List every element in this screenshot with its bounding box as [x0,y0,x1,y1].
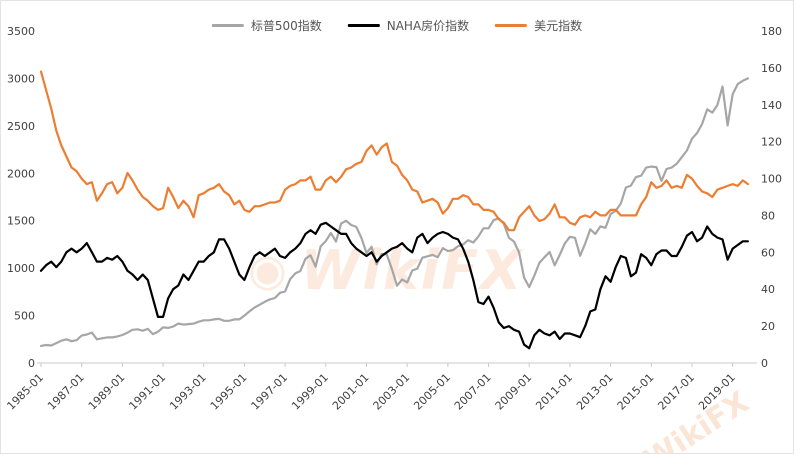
svg-text:180: 180 [761,25,782,38]
svg-text:2013-01: 2013-01 [574,371,616,413]
svg-text:1987-01: 1987-01 [45,371,87,413]
svg-text:2011-01: 2011-01 [533,371,575,413]
svg-text:2007-01: 2007-01 [452,371,494,413]
svg-text:500: 500 [14,310,35,323]
legend-item-usd: 美元指数 [495,17,582,34]
svg-text:160: 160 [761,62,782,75]
svg-text:80: 80 [761,209,775,222]
legend-label-sp500: 标普500指数 [250,19,322,33]
svg-text:1991-01: 1991-01 [126,371,168,413]
svg-text:0: 0 [28,357,35,370]
svg-text:120: 120 [761,136,782,149]
svg-text:2000: 2000 [7,167,35,180]
svg-text:1995-01: 1995-01 [208,371,250,413]
svg-text:2017-01: 2017-01 [655,371,697,413]
svg-text:2001-01: 2001-01 [330,371,372,413]
svg-text:3500: 3500 [7,25,35,38]
svg-text:1985-01: 1985-01 [4,371,46,413]
svg-text:3000: 3000 [7,72,35,85]
svg-text:100: 100 [761,173,782,186]
svg-text:60: 60 [761,246,775,259]
svg-text:2009-01: 2009-01 [493,371,535,413]
svg-text:140: 140 [761,99,782,112]
svg-text:20: 20 [761,320,775,333]
legend: 标普500指数 NAHA房价指数 美元指数 [211,17,582,34]
svg-text:1997-01: 1997-01 [249,371,291,413]
svg-text:2005-01: 2005-01 [411,371,453,413]
svg-text:1000: 1000 [7,262,35,275]
svg-text:2019-01: 2019-01 [696,371,738,413]
legend-label-naha: NAHA房价指数 [386,19,470,33]
svg-text:2015-01: 2015-01 [615,371,657,413]
svg-text:0: 0 [761,357,768,370]
svg-text:40: 40 [761,283,775,296]
legend-label-usd: 美元指数 [534,19,583,33]
usd-line-swatch [495,24,528,27]
svg-text:1989-01: 1989-01 [86,371,128,413]
svg-text:1999-01: 1999-01 [289,371,331,413]
svg-text:1500: 1500 [7,215,35,228]
sp500-line-swatch [211,24,244,27]
legend-item-sp500: 标普500指数 [211,17,322,34]
naha-line-swatch [347,24,380,27]
svg-text:2500: 2500 [7,120,35,133]
legend-item-naha: NAHA房价指数 [347,17,470,34]
svg-text:2003-01: 2003-01 [371,371,413,413]
svg-text:1993-01: 1993-01 [167,371,209,413]
